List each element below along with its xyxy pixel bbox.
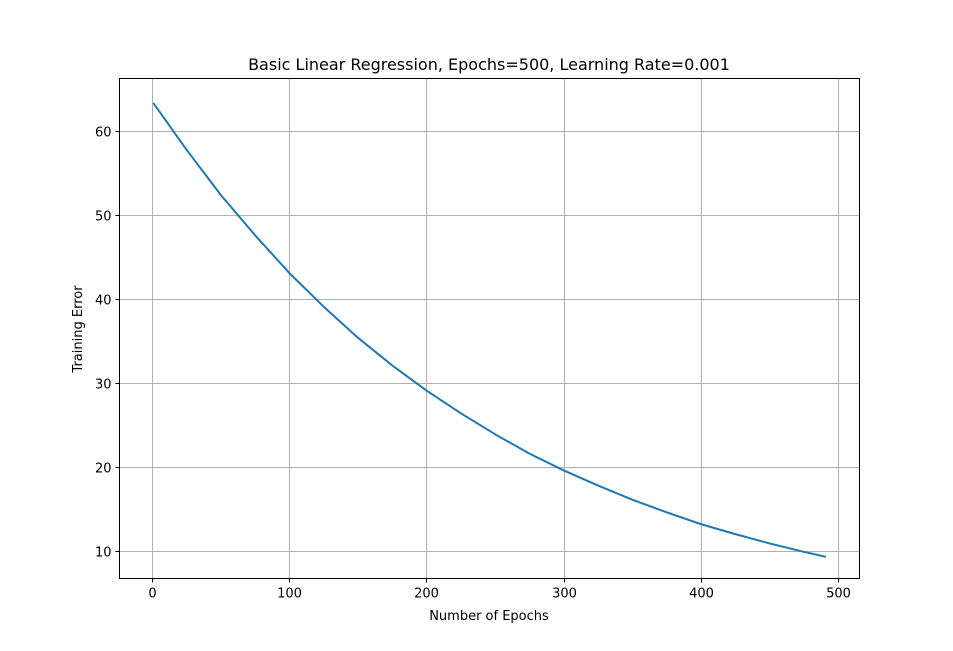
x-tick-label: 500 bbox=[826, 587, 851, 602]
y-tick-label: 30 bbox=[95, 378, 112, 393]
y-tick-label: 20 bbox=[95, 462, 112, 477]
y-tick-label: 50 bbox=[95, 210, 112, 225]
plot-frame bbox=[119, 78, 860, 579]
grid-lines bbox=[119, 78, 860, 579]
x-tick-label: 100 bbox=[277, 587, 302, 602]
y-axis-label: Training Error bbox=[71, 285, 86, 374]
axis-ticks: 0 100 200 300 400 500 10 20 30 40 50 60 bbox=[95, 126, 851, 602]
x-tick-label: 400 bbox=[689, 587, 714, 602]
training-error-line bbox=[152, 102, 827, 558]
chart-title: Basic Linear Regression, Epochs=500, Lea… bbox=[248, 55, 730, 74]
series-layer bbox=[152, 102, 827, 558]
y-tick-label: 40 bbox=[95, 294, 112, 309]
x-tick-label: 0 bbox=[148, 587, 156, 602]
x-axis-label: Number of Epochs bbox=[429, 609, 549, 624]
x-tick-label: 300 bbox=[552, 587, 577, 602]
y-tick-label: 10 bbox=[95, 546, 112, 561]
x-tick-label: 200 bbox=[414, 587, 439, 602]
y-tick-label: 60 bbox=[95, 126, 112, 141]
